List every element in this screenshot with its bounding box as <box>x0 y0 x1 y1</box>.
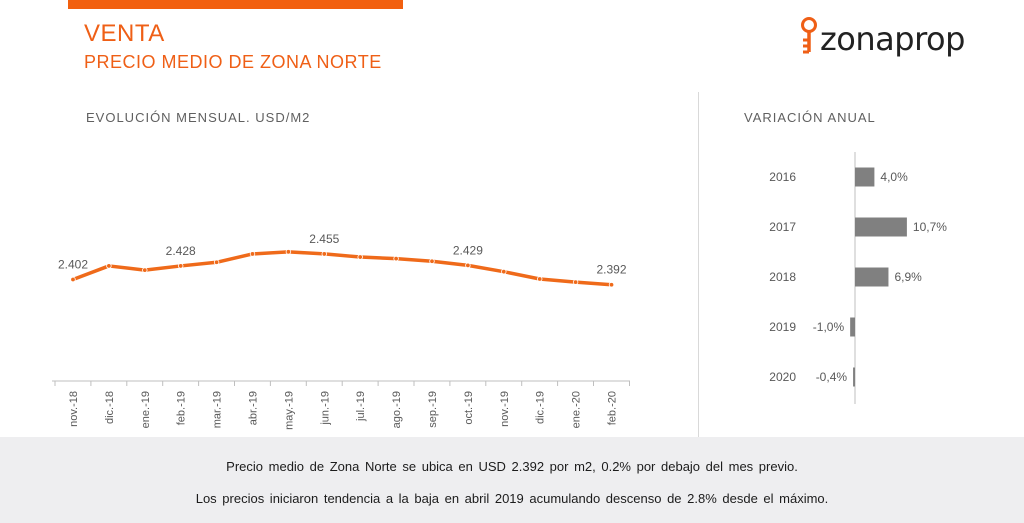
data-point <box>501 268 507 275</box>
x-tick-label: sep.-19 <box>427 391 439 428</box>
data-label: 2.428 <box>166 244 196 258</box>
bar <box>855 167 875 187</box>
x-tick-label: jun.-19 <box>319 391 331 426</box>
data-point <box>213 259 220 265</box>
x-tick-label: nov.-19 <box>499 391 511 427</box>
x-tick-label: mar.-19 <box>212 391 224 428</box>
x-tick-label: feb.-20 <box>607 391 619 425</box>
bar-value-label: -1,0% <box>813 320 845 334</box>
bar-category-label: 2016 <box>769 170 796 184</box>
data-point <box>357 254 363 260</box>
data-point <box>249 251 256 257</box>
x-tick-label: ene.-19 <box>140 391 152 428</box>
x-tick-label: ago.-19 <box>391 391 403 428</box>
bar-chart-title: VARIACIÓN ANUAL <box>744 110 876 125</box>
footer-summary-line-2: Los precios iniciaron tendencia a la baj… <box>195 491 829 506</box>
x-tick-label: abr.-19 <box>248 391 260 425</box>
zonaprop-logo: zonaprop <box>798 16 998 60</box>
bar-category-label: 2018 <box>769 270 796 284</box>
line-chart: nov.-18 dic.-18 ene.-19 feb.-19 mar.-19 abr.-… <box>52 232 630 430</box>
x-tick-label: dic.-19 <box>535 391 547 424</box>
panel-divider <box>698 92 699 437</box>
x-tick-label: dic.-18 <box>104 391 116 424</box>
bar <box>855 217 907 237</box>
line-chart-title: EVOLUCIÓN MENSUAL. USD/M2 <box>86 110 311 125</box>
data-point <box>393 255 399 262</box>
bar-category-label: 2017 <box>769 220 796 234</box>
bar-value-label: 6,9% <box>894 270 922 284</box>
data-point <box>285 249 292 255</box>
bar <box>850 317 855 337</box>
top-accent-bar <box>68 0 403 9</box>
data-point <box>177 263 184 269</box>
page-subtitle: PRECIO MEDIO DE ZONA NORTE <box>84 52 382 72</box>
data-point <box>321 251 327 257</box>
series-line <box>71 250 614 287</box>
bar <box>855 267 889 287</box>
footer-summary-line-1: Precio medio de Zona Norte se ubica en U… <box>226 459 798 474</box>
footer-panel: Precio medio de Zona Norte se ubica en U… <box>0 437 1024 523</box>
data-point <box>465 262 471 269</box>
key-icon <box>801 17 817 54</box>
bar-value-label: 10,7% <box>913 220 947 234</box>
data-point <box>608 282 615 288</box>
data-point <box>142 267 148 273</box>
data-point <box>572 279 579 285</box>
data-point <box>106 263 112 269</box>
x-tick-label: jul.-19 <box>355 391 367 422</box>
logo-text: zonaprop <box>820 20 965 58</box>
data-label: 2.455 <box>309 232 339 246</box>
x-tick-label: ene.-20 <box>571 391 583 428</box>
x-tick-label: feb.-19 <box>176 391 188 425</box>
bar-category-label: 2020 <box>769 370 796 384</box>
data-label: 2.392 <box>596 263 626 277</box>
x-tick-label: nov.-18 <box>68 391 80 427</box>
bar-chart: 2016 4,0% 2017 10,7% 2018 6,9% 2019 -1,0% 2020 -0… <box>769 152 947 404</box>
data-point <box>70 276 76 283</box>
data-label: 2.402 <box>58 258 88 272</box>
data-label: 2.429 <box>453 243 483 257</box>
data-point <box>537 276 543 282</box>
bar-category-label: 2019 <box>769 320 796 334</box>
data-point <box>429 258 435 264</box>
page-title: VENTA <box>84 20 165 47</box>
bar-value-label: -0,4% <box>816 370 848 384</box>
x-tick-label: may.-19 <box>283 391 295 430</box>
bar-value-label: 4,0% <box>880 170 908 184</box>
bar <box>853 367 855 387</box>
x-tick-label: oct.-19 <box>463 391 475 425</box>
